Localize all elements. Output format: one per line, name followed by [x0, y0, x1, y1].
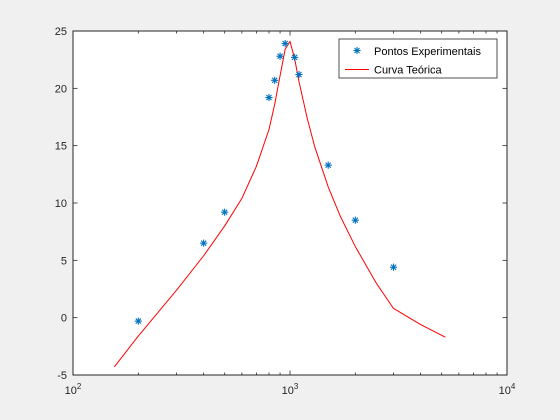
experimental-point [290, 53, 299, 61]
legend-box [338, 38, 498, 79]
x-tick-label: 104 [499, 382, 516, 397]
y-tick-label: 10 [55, 198, 67, 210]
theoretical-curve-line [113, 40, 446, 368]
legend: Pontos Experimentais Curva Teórica [338, 38, 498, 79]
y-tick-label: 20 [55, 83, 67, 95]
legend-marker-experimental [353, 46, 361, 55]
y-tick-label: 5 [61, 255, 67, 267]
x-axis: 102 103 104 [65, 31, 516, 397]
y-tick-label: 25 [55, 26, 67, 38]
experimental-point [221, 208, 229, 216]
y-tick-label: 0 [61, 313, 67, 325]
experimental-point [281, 40, 289, 48]
experimental-point [200, 239, 208, 247]
experimental-point [134, 317, 142, 325]
x-tick-label: 102 [65, 382, 82, 397]
experimental-point [324, 161, 332, 169]
experimental-point [295, 70, 303, 79]
experimental-point [271, 76, 279, 84]
y-axis: -5 0 5 10 15 20 25 [55, 26, 507, 382]
legend-marker-asterisk [353, 46, 361, 55]
y-tick-label: -5 [57, 370, 67, 382]
experimental-point [351, 216, 359, 224]
x-tick-label: 103 [282, 382, 299, 397]
legend-label-experimental: Pontos Experimentais [374, 46, 481, 58]
legend-label-theoretical: Curva Teórica [374, 65, 443, 77]
experimental-point [265, 93, 273, 102]
curve-layer [113, 40, 446, 368]
points-layer [134, 40, 398, 325]
plot-area [73, 31, 507, 375]
experimental-point [389, 263, 398, 271]
y-tick-label: 15 [55, 141, 67, 153]
experimental-point [276, 52, 284, 60]
